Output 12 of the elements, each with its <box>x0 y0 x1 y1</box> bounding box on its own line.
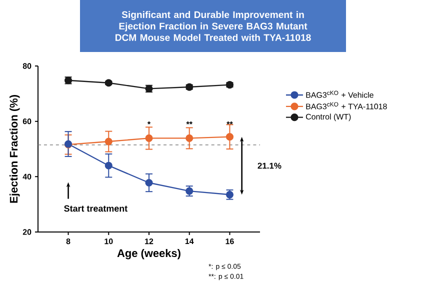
annotation: 21.1% <box>258 162 282 169</box>
point <box>186 187 194 195</box>
point <box>104 138 112 146</box>
chart-title: Significant and Durable Improvement in Ejection Fraction in Severe BAG3 Mutant DCM Mouse Model Treated with TYA-11018 <box>116 11 311 41</box>
x-axis-title: Age (weeks) <box>117 249 180 260</box>
point <box>104 162 112 170</box>
point <box>145 178 153 187</box>
point <box>145 134 153 142</box>
point <box>186 134 194 142</box>
y-axis-title: Ejection Fraction (%) <box>10 95 20 203</box>
point <box>226 133 234 141</box>
annotation: Start treatment <box>64 205 128 212</box>
